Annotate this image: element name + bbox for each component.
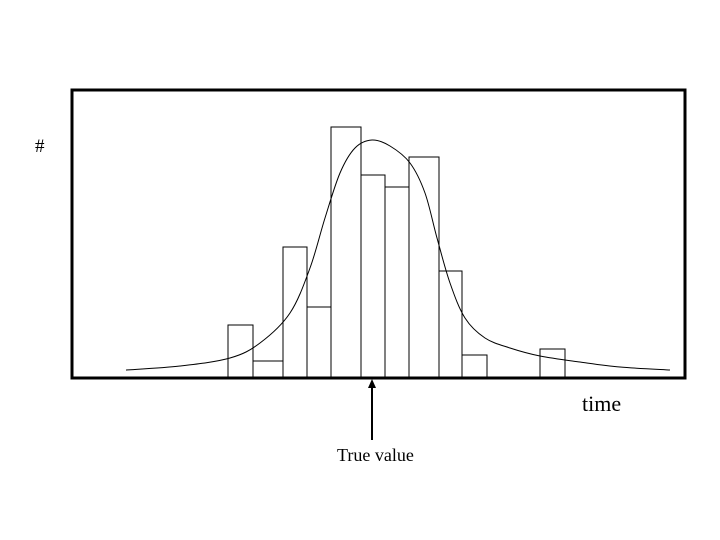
true-value-arrowhead [368,379,376,388]
plot-frame [70,88,687,380]
histogram-bar [408,156,440,379]
x-axis-label: time [582,391,621,416]
histogram-bar [227,324,254,379]
histogram-bar [282,246,308,379]
fit-curve [125,139,671,371]
histogram-bar [306,306,332,379]
histogram-bar [384,186,410,379]
true-value-label: True value [337,445,414,465]
histogram-bar [360,174,386,379]
y-axis-label: # [35,136,45,157]
histogram-bar [330,126,362,379]
histogram-bar [252,360,284,379]
histogram-bar [461,354,488,379]
histogram-bars [227,126,566,379]
histogram-bar [438,270,463,379]
histogram-bar [539,348,566,379]
